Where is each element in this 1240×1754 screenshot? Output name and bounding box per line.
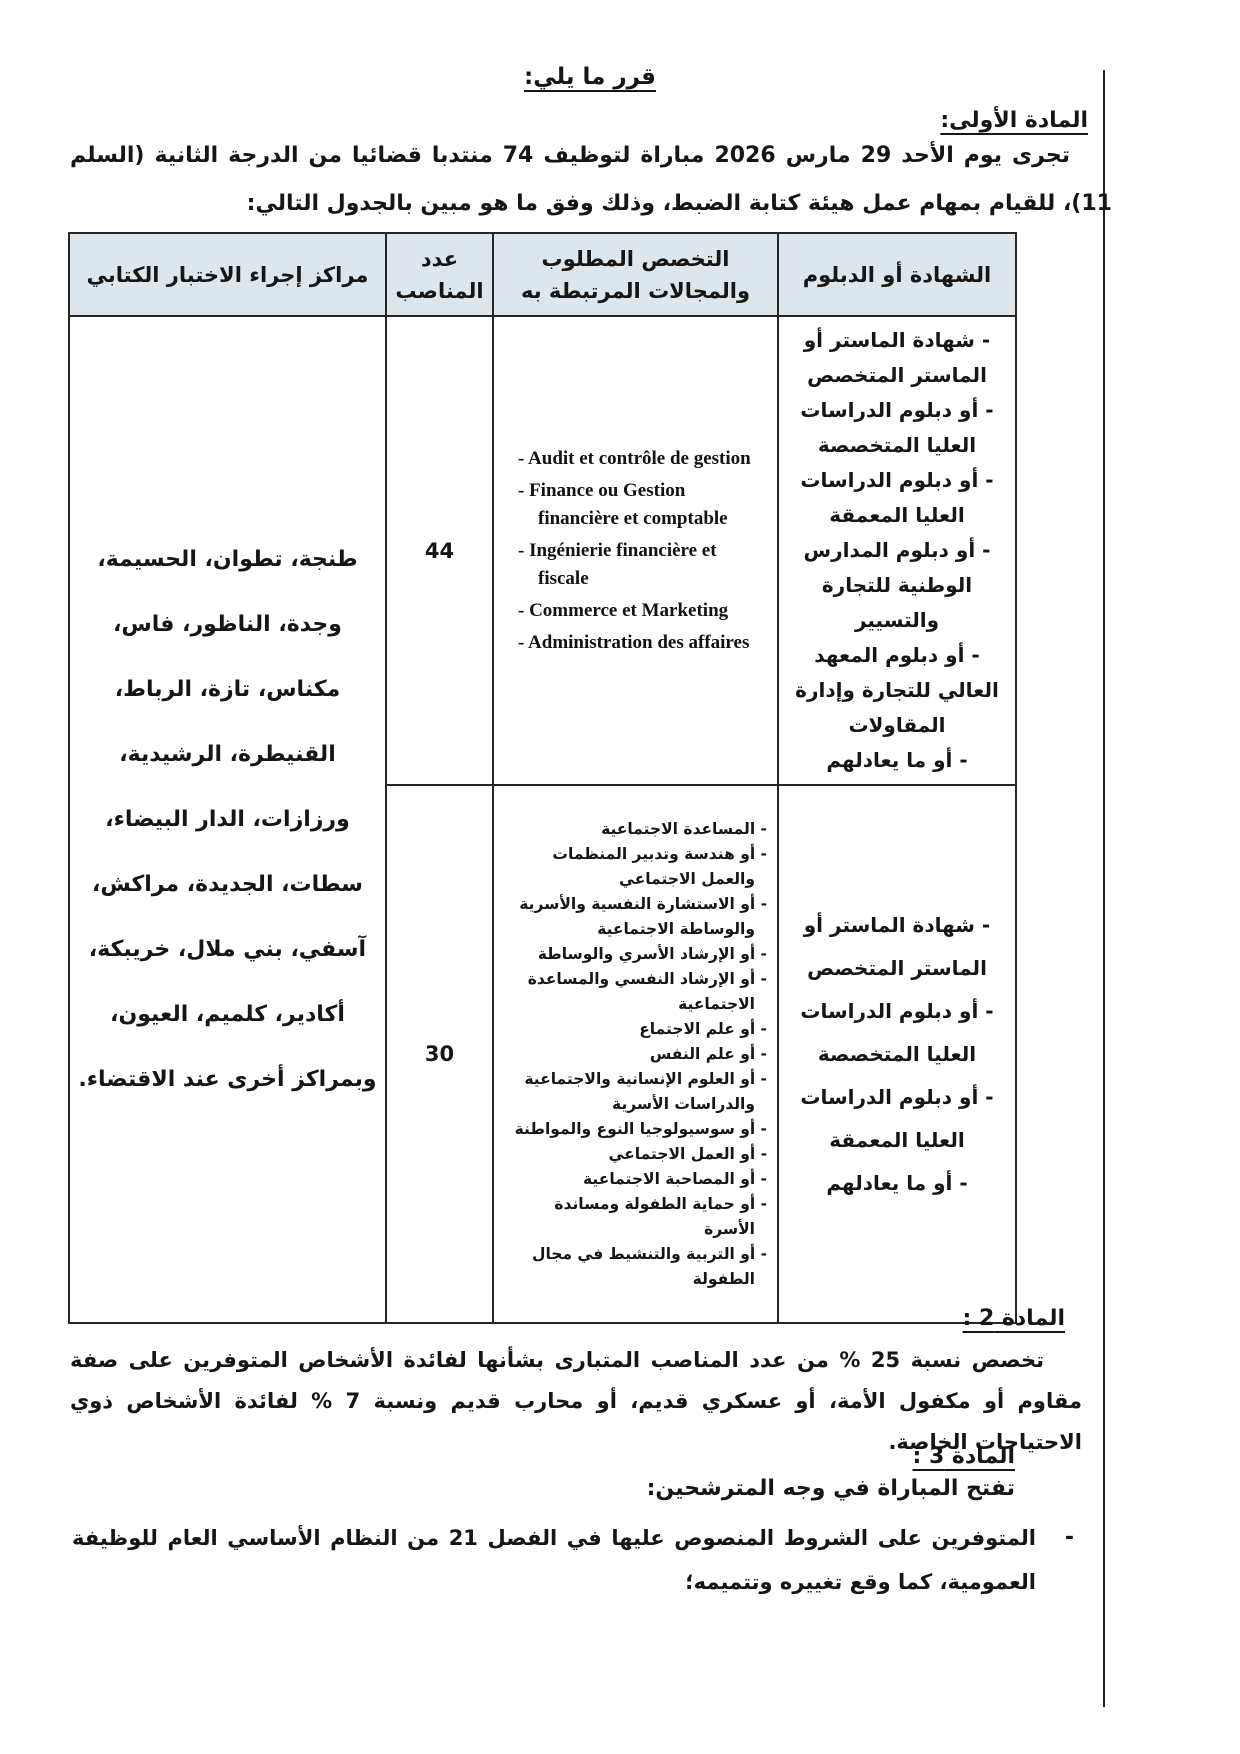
col-header-specialty: التخصص المطلوب والمجالات المرتبطة به <box>492 232 779 317</box>
article1-heading: المادة الأولى: <box>940 108 1088 133</box>
specialty-item: - أو المصاحبة الاجتماعية <box>583 1169 767 1188</box>
scan-artifact-line <box>1103 70 1105 1707</box>
exam-centers-cell: طنجة، تطوان، الحسيمة، وجدة، الناظور، فاس… <box>68 315 387 1324</box>
specialty-item: - أو العمل الاجتماعي <box>608 1144 767 1163</box>
table-header-row: الشهادة أو الدبلوم التخصص المطلوب والمجا… <box>68 232 1017 317</box>
col-header-positions: عدد المناصب <box>385 232 494 317</box>
diplomas-cell: - شهادة الماستر أو الماستر المتخصص - أو د… <box>777 784 1017 1324</box>
specialty-item: - أو سوسيولوجيا النوع والمواطنة <box>514 1119 767 1138</box>
table-row-finance: - شهادة الماستر أو الماستر المتخصص - أو د… <box>68 315 1017 1324</box>
decision-statement: قرر ما يلي: <box>524 64 656 90</box>
positions-count: 30 <box>385 784 494 1324</box>
table-row-social: - شهادة الماستر أو الماستر المتخصص - أو د… <box>69 784 1017 1324</box>
article3-bullet-item: - المتوفرين على الشروط المنصوص عليها في … <box>72 1516 1074 1604</box>
specialty-item: - أو التربية والتنشيط في مجال الطفولة <box>532 1244 767 1288</box>
specialty-item: - Administration des affaires <box>518 631 750 653</box>
diploma-item: - أو دبلوم الدراسات العليا المتخصصة <box>800 998 994 1066</box>
specialties-cell: - المساعدة الاجتماعية - أو هندسة وتدبير ا… <box>492 784 779 1324</box>
specialty-item: - أو هندسة وتدبير المنظمات والعمل الاجتم… <box>552 844 767 888</box>
specialty-item: - أو العلوم الإنسانية والاجتماعية والدرا… <box>524 1069 767 1113</box>
specialty-item: - Ingénierie financière et fiscale <box>518 539 717 589</box>
article3-intro: تفتح المباراة في وجه المترشحين: <box>646 1476 1015 1501</box>
article1-paragraph: تجرى يوم الأحد 29 مارس 2026 مباراة لتوظي… <box>70 143 1112 216</box>
article2-heading: المادة 2 : <box>962 1306 1065 1331</box>
specialty-item: - أو حماية الطفولة ومساندة الأسرة <box>554 1194 767 1238</box>
article3-heading: المادة 3 : <box>912 1444 1015 1469</box>
article2-paragraph: تخصص نسبة 25 % من عدد المناصب المتبارى ب… <box>70 1348 1082 1454</box>
specialty-item: - Commerce et Marketing <box>518 599 729 621</box>
diploma-item: - أو ما يعادلهم <box>826 1170 968 1195</box>
specialty-item: - أو علم الاجتماع <box>639 1019 767 1038</box>
diploma-item: - شهادة الماستر أو الماستر المتخصص <box>803 912 991 980</box>
specialty-item: - Audit et contrôle de gestion <box>518 447 751 469</box>
specialty-item: - أو علم النفس <box>649 1044 767 1063</box>
diploma-item: - أو ما يعادلهم <box>826 748 968 772</box>
diploma-item: - شهادة الماستر أو الماستر المتخصص <box>803 328 991 387</box>
specialty-item: - المساعدة الاجتماعية <box>601 819 767 838</box>
diploma-item: - أو دبلوم المدارس الوطنية للتجارة والتس… <box>803 538 991 632</box>
specialty-item: - أو الإرشاد النفسي والمساعدة الاجتماعية <box>527 969 767 1013</box>
diplomas-cell: - شهادة الماستر أو الماستر المتخصص - أو د… <box>777 315 1017 786</box>
diploma-item: - أو دبلوم الدراسات العليا المعمقة <box>800 468 994 527</box>
recruitment-table: الشهادة أو الدبلوم التخصص المطلوب والمجا… <box>68 232 1017 1324</box>
positions-count: 44 <box>385 315 494 786</box>
bullet-dash: - <box>1064 1525 1074 1550</box>
col-header-diploma: الشهادة أو الدبلوم <box>777 232 1017 317</box>
bullet-text: المتوفرين على الشروط المنصوص عليها في ال… <box>72 1526 1036 1594</box>
col-header-exam-centers: مراكز إجراء الاختبار الكتابي <box>68 232 387 317</box>
diploma-item: - أو دبلوم المعهد العالي للتجارة وإدارة … <box>795 643 999 737</box>
specialty-item: - أو الاستشارة النفسية والأسرية والوساطة… <box>519 894 767 938</box>
specialty-item: - أو الإرشاد الأسري والوساطة <box>537 944 767 963</box>
specialties-cell: - Audit et contrôle de gestion - Finance … <box>492 315 779 786</box>
diploma-item: - أو دبلوم الدراسات العليا المتخصصة <box>800 398 994 457</box>
diploma-item: - أو دبلوم الدراسات العليا المعمقة <box>800 1084 994 1152</box>
specialty-item: - Finance ou Gestion financière et compt… <box>518 479 728 529</box>
